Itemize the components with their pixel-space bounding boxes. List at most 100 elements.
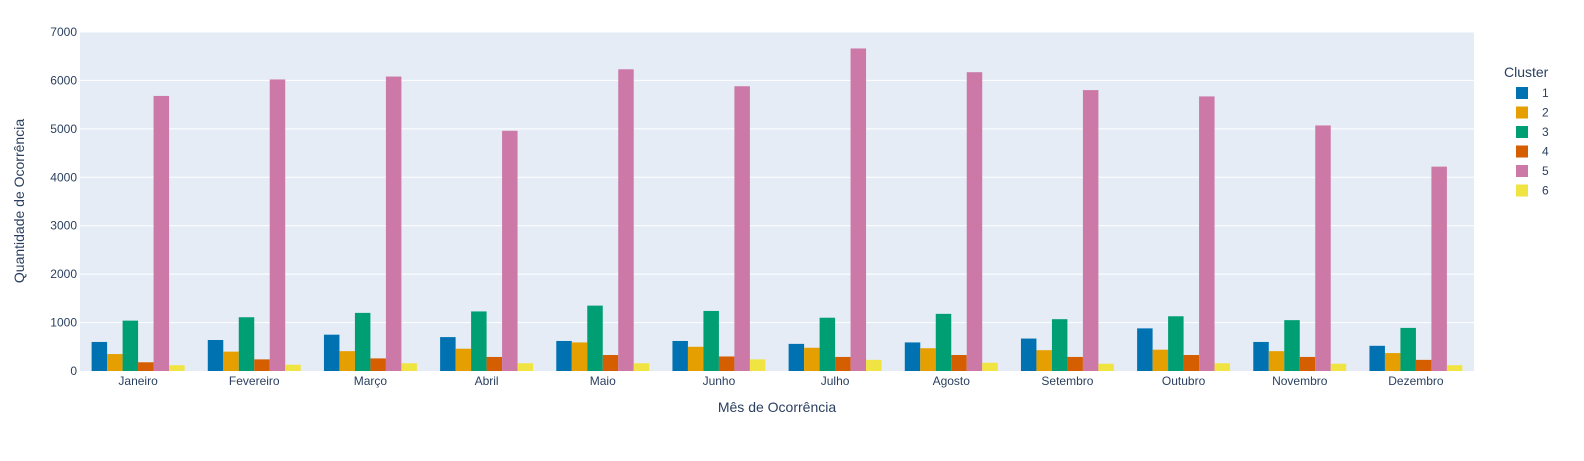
bar-cluster-5	[1199, 96, 1215, 371]
gridlines	[80, 31, 1474, 324]
bar-cluster-3	[1284, 320, 1300, 371]
bar-cluster-1	[1020, 338, 1037, 371]
x-tick-label: Novembro	[1272, 374, 1328, 388]
bar-cluster-2	[339, 351, 355, 371]
bar-cluster-4	[254, 359, 270, 371]
bar-cluster-1	[91, 341, 108, 371]
bar-cluster-2	[1152, 349, 1169, 371]
bar-cluster-5	[1082, 90, 1099, 371]
bar-cluster-3	[1400, 327, 1416, 371]
bar-cluster-3	[587, 305, 603, 371]
bar-cluster-2	[920, 348, 936, 371]
x-tick-label: Abril	[475, 374, 499, 388]
bar-cluster-4	[1415, 359, 1432, 371]
bar-cluster-3	[238, 317, 255, 371]
bar-cluster-6	[169, 365, 185, 371]
bar-cluster-6	[517, 363, 534, 371]
bar-cluster-5	[850, 48, 867, 372]
bar-cluster-5	[502, 130, 518, 371]
legend-swatch	[1516, 87, 1528, 99]
bar-cluster-3	[471, 311, 487, 371]
bar-cluster-2	[1036, 350, 1052, 371]
bar-cluster-1	[1369, 345, 1385, 371]
legend-item-1[interactable]: 1	[1516, 86, 1549, 100]
bar-cluster-5	[734, 86, 750, 372]
x-tick-label: Junho	[703, 374, 736, 388]
bar-cluster-5	[966, 72, 983, 372]
bar-cluster-5	[269, 79, 286, 372]
bar-cluster-1	[1253, 341, 1269, 371]
legend-item-3[interactable]: 3	[1516, 125, 1549, 139]
bar-cluster-1	[323, 334, 340, 371]
bar-cluster-4	[138, 362, 154, 371]
legend-item-2[interactable]: 2	[1516, 106, 1549, 120]
bar-cluster-1	[672, 340, 688, 371]
y-tick-label: 7000	[50, 25, 77, 39]
bar-cluster-3	[1168, 316, 1184, 371]
bar-cluster-5	[1431, 166, 1447, 371]
legend-swatch	[1516, 184, 1528, 197]
bar-cluster-5	[618, 69, 634, 371]
bar-cluster-3	[122, 320, 139, 371]
x-tick-label: Março	[354, 374, 388, 388]
x-tick-label: Dezembro	[1388, 374, 1444, 388]
bar-cluster-1	[556, 340, 572, 371]
bar-cluster-1	[904, 342, 921, 371]
legend-label: 4	[1542, 145, 1549, 159]
legend-label: 3	[1542, 125, 1549, 139]
bar-cluster-4	[486, 356, 503, 371]
bar-cluster-3	[935, 313, 952, 371]
bar-cluster-6	[866, 359, 882, 371]
bar-cluster-6	[749, 359, 766, 371]
bar-cluster-5	[385, 76, 402, 371]
bar-cluster-6	[285, 364, 301, 371]
x-tick-label: Agosto	[933, 374, 971, 388]
bar-cluster-6	[982, 362, 998, 371]
bar-cluster-6	[1098, 363, 1114, 371]
legend: Cluster 1 2 3 4 5 6	[1504, 64, 1549, 198]
bars	[91, 48, 1463, 372]
bar-cluster-4	[1183, 355, 1200, 371]
legend-swatch	[1516, 126, 1528, 138]
legend-item-4[interactable]: 4	[1516, 145, 1549, 159]
bar-cluster-2	[571, 342, 588, 371]
bar-cluster-6	[1214, 363, 1231, 371]
bar-cluster-6	[633, 363, 650, 371]
y-axis-title: Quantidade de Ocorrência	[11, 119, 27, 283]
bar-cluster-4	[370, 358, 386, 371]
bar-cluster-4	[951, 355, 967, 371]
bar-cluster-2	[107, 354, 123, 371]
legend-label: 1	[1542, 86, 1549, 100]
x-axis-title: Mês de Ocorrência	[718, 399, 836, 415]
bar-cluster-3	[703, 310, 719, 371]
bar-cluster-4	[1299, 356, 1316, 371]
x-tick-label: Maio	[590, 374, 616, 388]
y-tick-label: 4000	[50, 170, 77, 184]
bar-cluster-1	[440, 337, 456, 371]
legend-label: 5	[1542, 164, 1549, 178]
bar-cluster-5	[153, 95, 170, 371]
bar-cluster-2	[223, 351, 239, 371]
legend-item-5[interactable]: 5	[1516, 164, 1549, 178]
bar-cluster-1	[788, 343, 805, 371]
y-tick-label: 0	[70, 364, 77, 378]
legend-swatch	[1516, 145, 1528, 158]
plot-background	[80, 32, 1474, 371]
y-tick-label: 6000	[50, 73, 77, 87]
bar-cluster-4	[602, 355, 619, 371]
bar-cluster-6	[1330, 363, 1347, 371]
y-axis-ticks: 0 1000 2000 3000 4000 5000 6000 7000	[50, 25, 77, 378]
legend-label: 2	[1542, 106, 1549, 120]
bar-cluster-3	[1051, 319, 1068, 371]
bar-cluster-4	[1067, 356, 1083, 371]
y-tick-label: 2000	[50, 267, 77, 281]
x-tick-label: Setembro	[1041, 374, 1093, 388]
legend-label: 6	[1542, 184, 1549, 198]
y-tick-label: 3000	[50, 219, 77, 233]
legend-item-6[interactable]: 6	[1516, 184, 1549, 198]
y-tick-label: 5000	[50, 122, 77, 136]
bar-cluster-2	[1384, 353, 1401, 371]
bar-cluster-3	[819, 317, 836, 371]
bar-cluster-6	[401, 363, 417, 371]
